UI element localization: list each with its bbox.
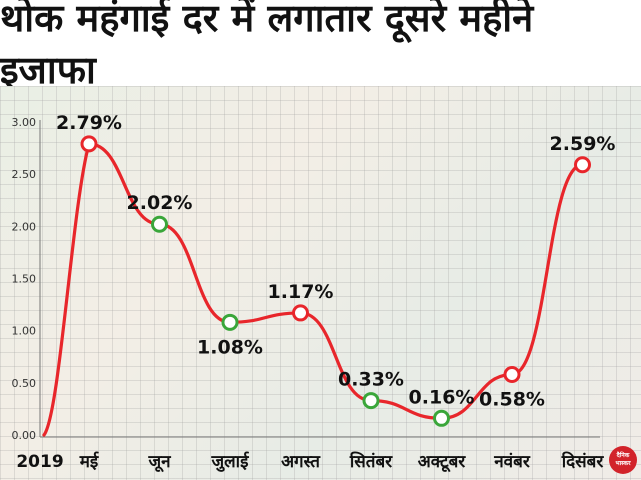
data-label: 0.33% <box>338 369 404 391</box>
data-point-marker <box>292 304 309 322</box>
data-point-marker <box>574 156 591 174</box>
x-year-label: 2019 <box>16 452 63 472</box>
x-tick-label: जुलाई <box>211 451 250 472</box>
data-point-marker <box>433 409 450 427</box>
y-tick-label: 1.50 <box>12 273 37 286</box>
x-tick-label: मई <box>79 451 100 472</box>
y-tick-label: 0.00 <box>12 429 37 442</box>
y-tick-label: 1.00 <box>12 325 37 338</box>
data-point-marker <box>151 215 168 233</box>
data-point-marker <box>362 392 380 410</box>
data-label: 1.17% <box>268 281 334 303</box>
y-tick-label: 3.00 <box>12 116 37 129</box>
data-label: 2.02% <box>127 192 193 214</box>
data-label: 2.79% <box>56 112 122 134</box>
x-tick-label: नवंबर <box>493 452 531 472</box>
y-tick-label: 2.50 <box>12 168 37 181</box>
page-title: थोक महंगाई दर में लगातार दूसरे महीने इजा… <box>0 0 641 92</box>
x-tick-label: अगस्त <box>281 452 321 472</box>
x-tick-label: सितंबर <box>349 451 393 472</box>
x-tick-label: अक्टूबर <box>418 452 467 473</box>
data-point-marker <box>80 135 98 153</box>
data-label: 0.16% <box>409 386 475 408</box>
x-tick-label: दिसंबर <box>561 451 605 472</box>
publisher-logo: दैनिक भास्कर <box>609 446 637 474</box>
data-label: 2.59% <box>550 133 616 155</box>
data-point-marker <box>221 313 239 331</box>
data-point-marker <box>503 365 521 383</box>
y-tick-label: 2.00 <box>12 220 37 233</box>
y-tick-label: 0.50 <box>12 377 37 390</box>
data-label: 1.08% <box>197 336 263 358</box>
data-label: 0.58% <box>479 388 545 410</box>
x-tick-label: जून <box>147 452 171 473</box>
